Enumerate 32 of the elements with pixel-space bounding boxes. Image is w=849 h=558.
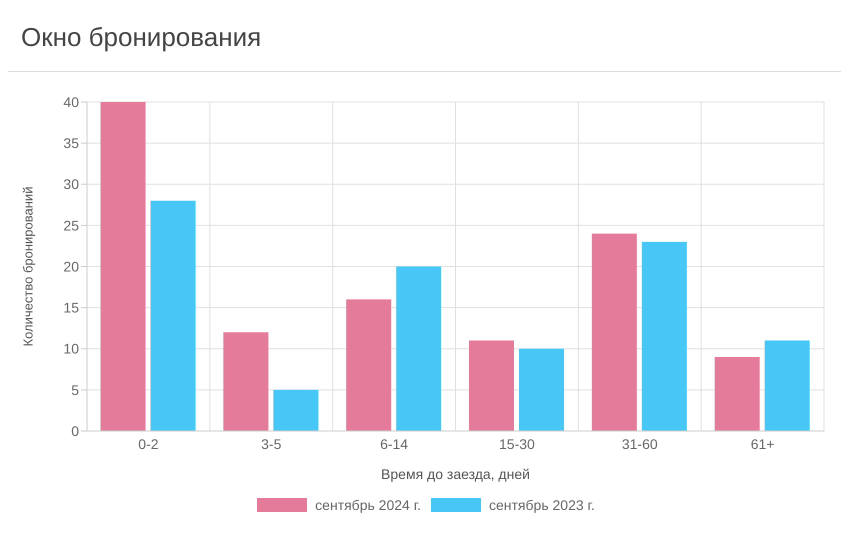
bar xyxy=(223,332,268,431)
y-tick-label: 30 xyxy=(63,176,80,192)
x-tick-label: 3-5 xyxy=(261,436,282,452)
bar xyxy=(714,356,760,431)
bar xyxy=(396,266,442,431)
x-tick-label: 15-30 xyxy=(499,436,536,452)
chart-title: Окно бронирования xyxy=(8,8,841,72)
bar xyxy=(642,242,687,431)
y-tick-label: 15 xyxy=(63,300,80,316)
y-tick-label: 10 xyxy=(63,340,80,357)
bar xyxy=(469,340,514,431)
y-tick-label: 25 xyxy=(63,217,80,234)
x-tick-label: 6-14 xyxy=(380,436,408,452)
bar xyxy=(273,390,318,431)
bar xyxy=(150,200,196,431)
y-tick-label: 0 xyxy=(71,422,80,439)
y-tick-label: 35 xyxy=(63,135,80,152)
bar xyxy=(764,340,810,431)
legend-label: сентябрь 2024 г. xyxy=(315,497,421,513)
x-axis-title: Время до заезда, дней xyxy=(381,466,530,482)
y-axis-title: Количество бронирований xyxy=(20,186,36,346)
x-tick-label: 31-60 xyxy=(622,436,658,452)
bar xyxy=(346,299,392,431)
y-tick-label: 20 xyxy=(63,258,80,274)
y-tick-label: 5 xyxy=(71,382,80,398)
x-tick-label: 61+ xyxy=(750,436,774,452)
x-tick-label: 0-2 xyxy=(138,436,159,452)
y-tick-label: 40 xyxy=(63,94,80,110)
bar xyxy=(100,102,146,431)
bar xyxy=(519,348,564,431)
legend-label: сентябрь 2023 г. xyxy=(489,497,595,513)
bar xyxy=(592,234,637,431)
